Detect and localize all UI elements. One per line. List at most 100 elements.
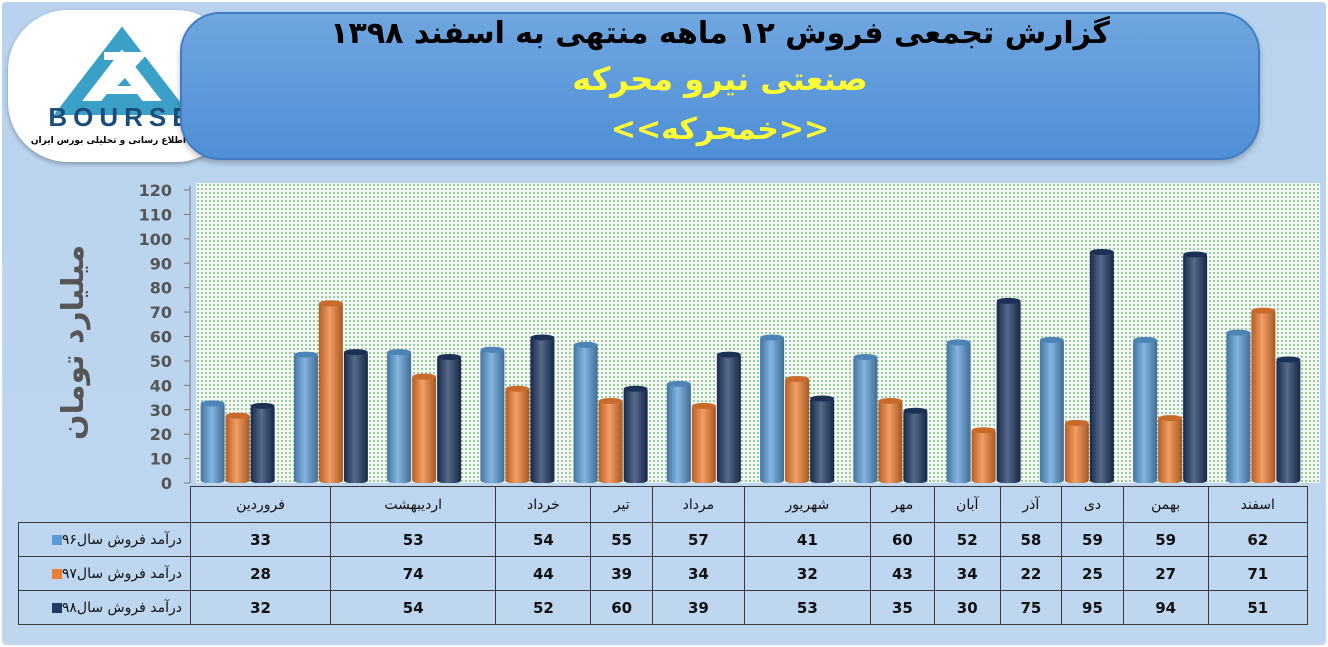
bar-cap: [412, 373, 437, 380]
data-label: 28: [189, 556, 332, 591]
logo-mark-icon: [53, 26, 191, 115]
bar-cap: [598, 397, 623, 404]
data-label: 51: [1207, 590, 1309, 625]
legend-swatch: [51, 602, 62, 613]
data-label: 55: [590, 522, 653, 557]
bar: [343, 351, 368, 483]
table-corner: [18, 486, 191, 523]
chart-title: گزارش تجمعی فروش ۱۲ ماهه منتهی به اسفند …: [330, 16, 1110, 51]
bar-cap: [623, 385, 648, 392]
bar: [1251, 309, 1276, 483]
y-tick-label: 110: [139, 205, 172, 224]
bar: [716, 353, 741, 483]
table-row: درآمد فروش سال۹۷ 28 74 44 39 34 32 43 34 22 25 27 71: [18, 556, 1309, 591]
category-label: دی: [1061, 486, 1124, 523]
data-label: 57: [651, 522, 745, 557]
bar: [1158, 417, 1183, 483]
data-label: 58: [999, 522, 1063, 557]
data-table: فروردین اردیبهشت خرداد تیر مرداد شهریور مهر آبا…: [18, 486, 1309, 625]
data-label: 75: [999, 590, 1063, 625]
bar: [1064, 421, 1089, 483]
bar-cap: [1251, 307, 1276, 314]
series-name: درآمد فروش سال۹۶: [61, 531, 182, 548]
data-label: 60: [869, 522, 935, 557]
bar: [293, 353, 318, 483]
y-tick-label: 90: [150, 254, 172, 273]
category-label: اردیبهشت: [330, 486, 497, 523]
data-label: 94: [1122, 590, 1209, 625]
bar: [250, 404, 275, 483]
category-label: خرداد: [495, 486, 592, 523]
data-label: 39: [590, 556, 653, 591]
y-tick-label: 70: [150, 303, 172, 322]
bar-cap: [946, 339, 971, 346]
data-label: 33: [189, 522, 332, 557]
bar: [1276, 358, 1301, 483]
bar-cap: [1183, 251, 1208, 258]
bar-cap: [250, 402, 275, 409]
data-label: 54: [495, 522, 592, 557]
bar: [505, 387, 530, 483]
bar: [623, 387, 648, 483]
data-label: 43: [869, 556, 935, 591]
bar: [666, 382, 691, 483]
y-tick-label: 30: [150, 401, 172, 420]
bar: [810, 397, 835, 483]
data-label: 74: [330, 556, 497, 591]
bar-cap: [810, 395, 835, 402]
data-label: 59: [1061, 522, 1124, 557]
bar: [903, 409, 928, 483]
bar-cap: [318, 300, 343, 307]
bar-cap: [760, 334, 785, 341]
bar: [946, 341, 971, 483]
bar: [760, 336, 785, 483]
data-label: 71: [1207, 556, 1309, 591]
legend-swatch: [51, 534, 62, 545]
bar-cap: [505, 385, 530, 392]
category-label: بهمن: [1122, 486, 1209, 523]
category-label: اسفند: [1207, 486, 1309, 523]
bar-cap: [785, 376, 810, 383]
logo-caption: پایگاه اطلاع رسانی و تحلیلی بورس ایران: [30, 136, 214, 146]
bar-cap: [903, 407, 928, 414]
category-label: مرداد: [651, 486, 745, 523]
bar: [853, 356, 878, 483]
bar-cap: [666, 380, 691, 387]
category-label: آبان: [933, 486, 1001, 523]
bar: [996, 299, 1021, 483]
y-tick-label: 80: [150, 279, 172, 298]
bar: [412, 375, 437, 483]
company-name: صنعتی نیرو محرکه: [572, 60, 868, 98]
data-label: 52: [933, 522, 1001, 557]
bar: [878, 399, 903, 483]
series-name: درآمد فروش سال۹۸: [61, 599, 182, 616]
table-row: درآمد فروش سال۹۸ 32 54 52 60 39 53 35 30 75 95 94 51: [18, 590, 1309, 625]
data-label: 60: [590, 590, 653, 625]
bar: [437, 356, 462, 483]
y-tick-label: 0: [161, 474, 172, 493]
y-tick-label: 50: [150, 352, 172, 371]
bar: [1226, 331, 1251, 483]
bar: [200, 402, 225, 483]
logo-wordmark: BOURSE: [48, 102, 196, 132]
table-row: درآمد فروش سال۹۶ 33 53 54 55 57 41 60 52 58 59 59 62: [18, 522, 1309, 557]
data-label: 62: [1207, 522, 1309, 557]
data-label: 53: [330, 522, 497, 557]
title-banner: [180, 12, 1260, 160]
bar-cap: [716, 351, 741, 358]
series-legend: درآمد فروش سال۹۶: [18, 522, 191, 557]
category-label: شهریور: [743, 486, 871, 523]
bar: [1133, 338, 1158, 483]
bar-cap: [225, 412, 250, 419]
bar-cap: [1039, 336, 1064, 343]
bar: [1183, 253, 1208, 483]
y-axis-label: میلیارد تومان: [56, 244, 91, 440]
bar: [1039, 338, 1064, 483]
y-tick-label: 120: [139, 181, 172, 200]
bar-cap: [200, 400, 225, 407]
bar: [387, 351, 412, 483]
bar-cap: [1064, 419, 1089, 426]
bar-cap: [480, 346, 505, 353]
data-label: 22: [999, 556, 1063, 591]
